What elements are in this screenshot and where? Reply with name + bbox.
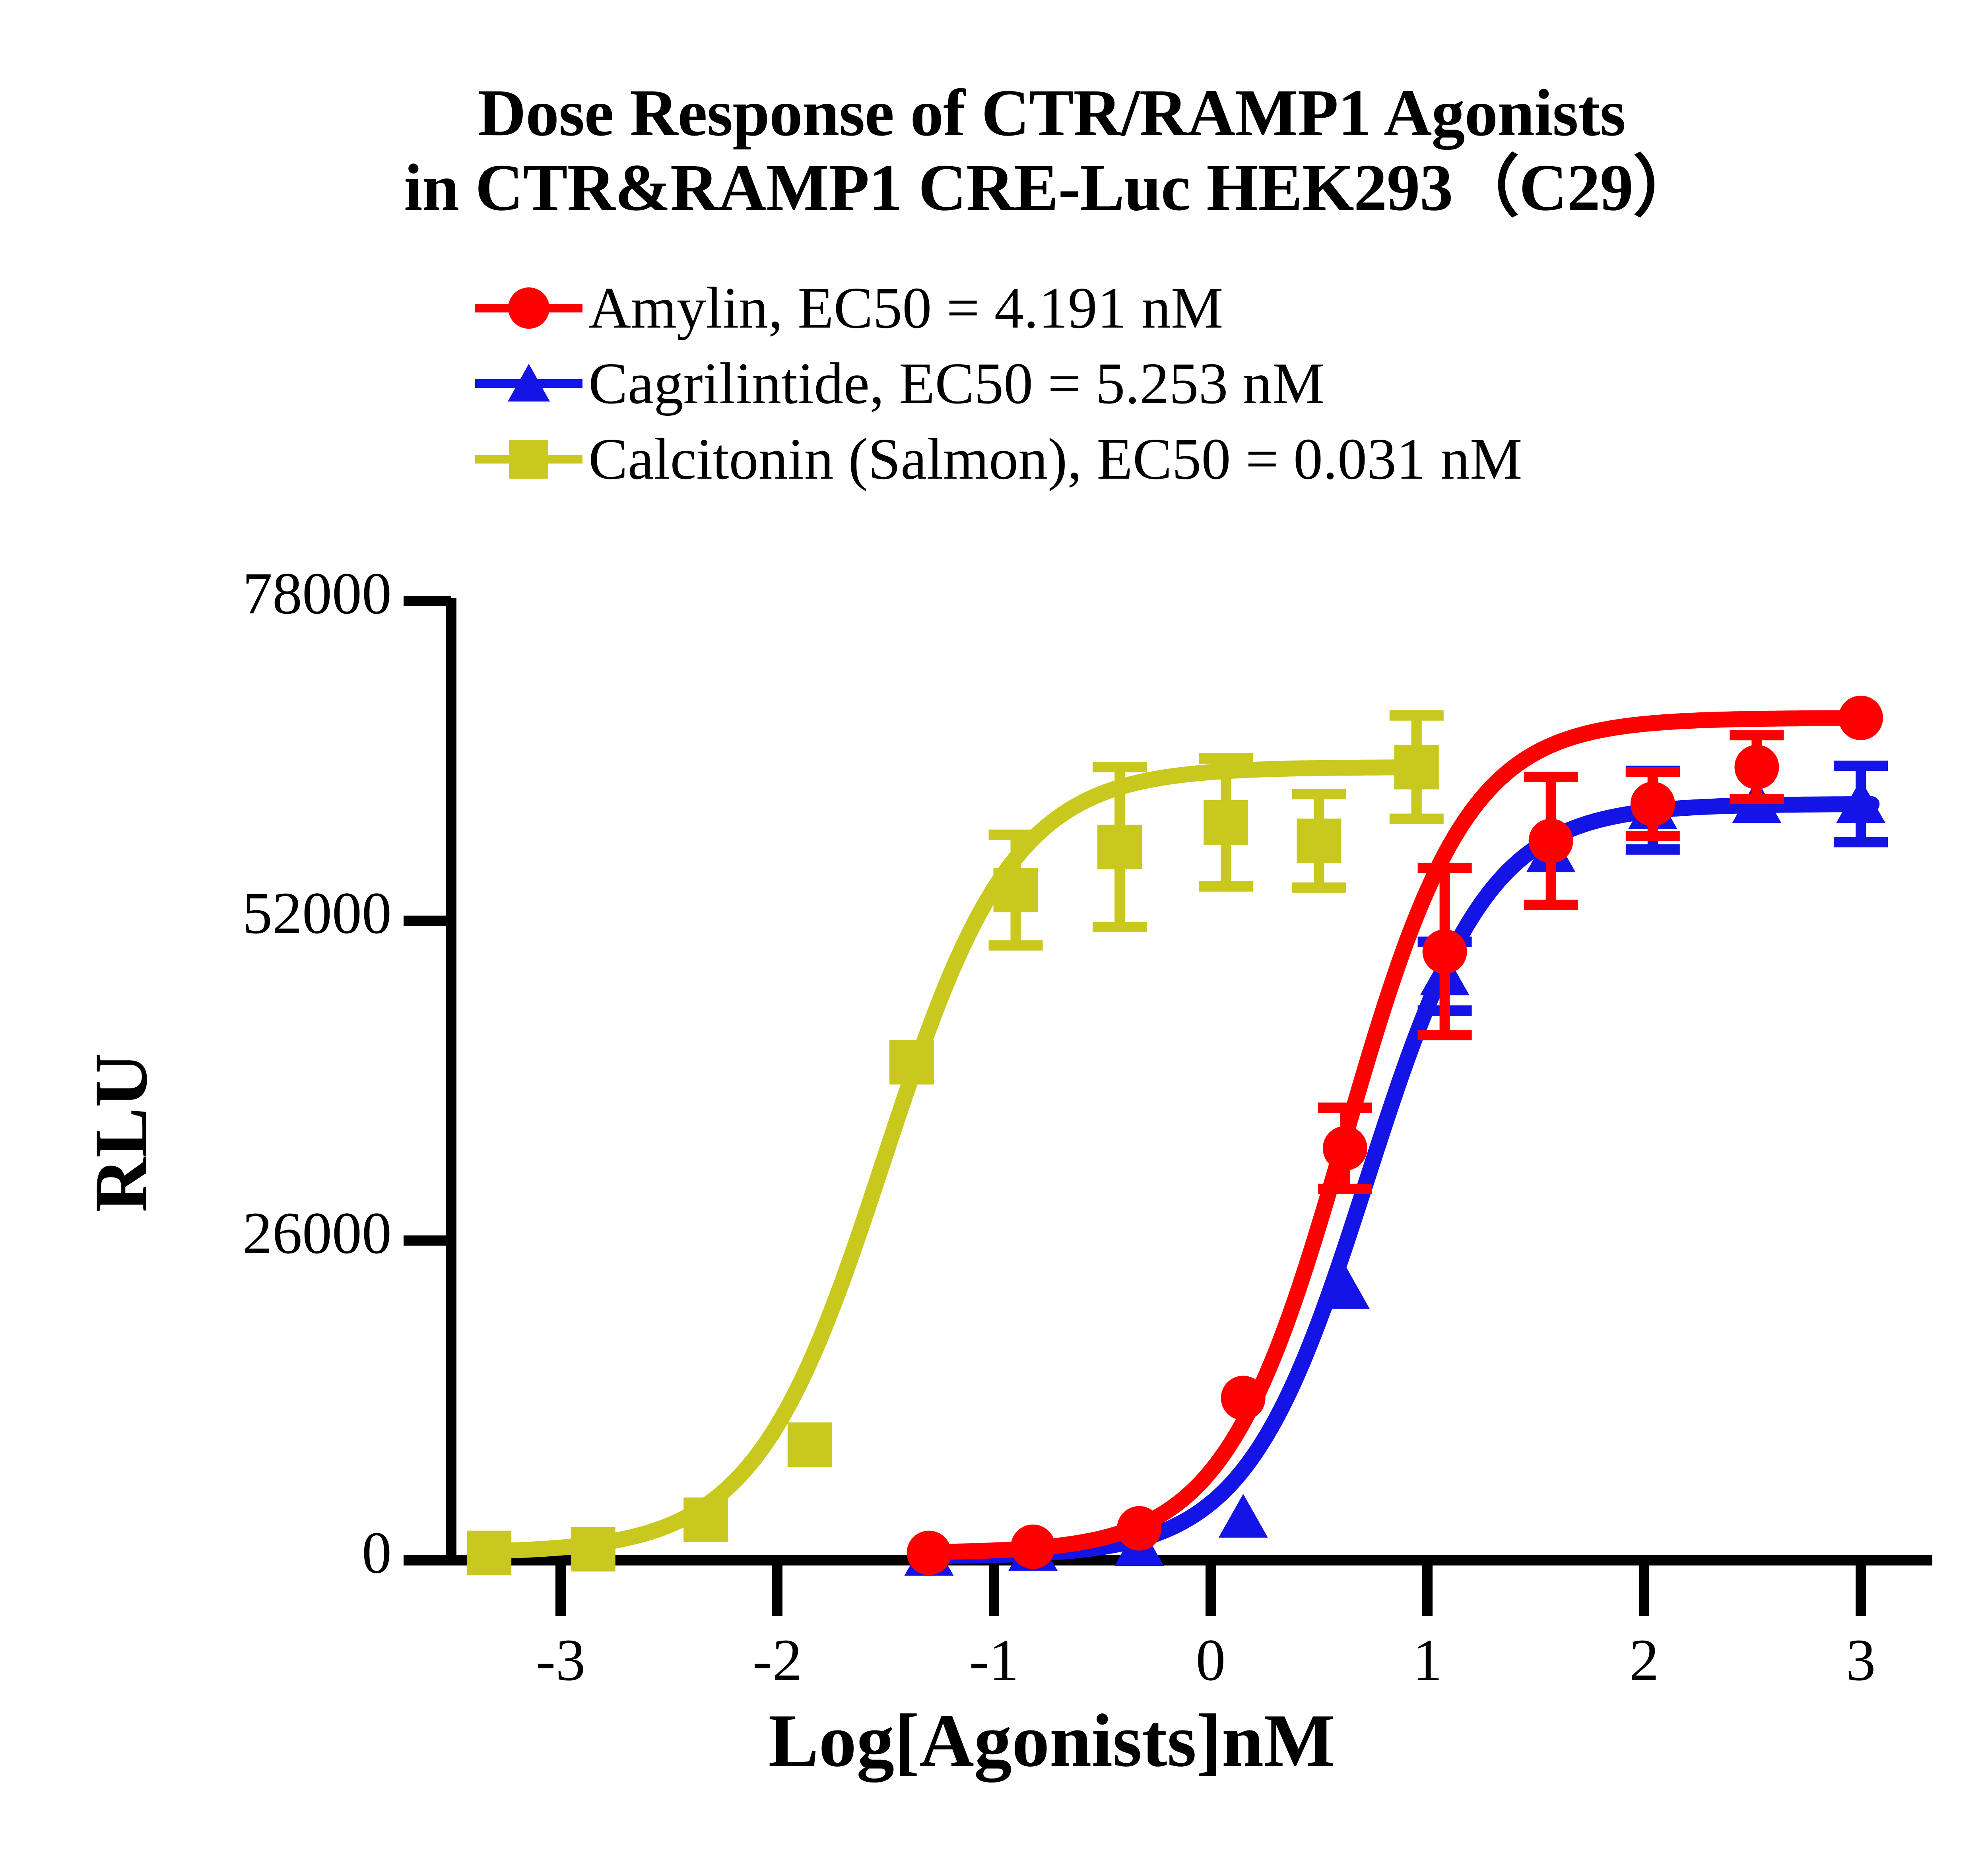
y-tick-label: 52000 — [243, 880, 392, 947]
title-line-1: Dose Response of CTR/RAMP1 Agonists — [478, 76, 1626, 150]
data-point — [787, 1422, 832, 1467]
x-tick-label: 0 — [1196, 1627, 1226, 1693]
x-tick-label: 3 — [1846, 1627, 1876, 1693]
data-point — [889, 1040, 934, 1085]
fit-curve — [470, 759, 1435, 1560]
x-tick-label: -2 — [752, 1627, 802, 1693]
x-tick-label: 1 — [1412, 1627, 1442, 1693]
data-point — [1218, 1494, 1268, 1538]
data-point — [1528, 819, 1573, 863]
series-amylin — [907, 695, 1883, 1575]
x-tick-label: -1 — [969, 1627, 1019, 1693]
data-point — [683, 1497, 728, 1542]
legend-marker-square-icon — [469, 437, 588, 481]
data-point — [467, 1531, 512, 1575]
data-point — [1117, 1506, 1162, 1551]
data-point — [1297, 819, 1342, 863]
y-tick-label: 26000 — [243, 1200, 392, 1266]
data-point — [1204, 800, 1248, 845]
series-calcitonin-salmon — [467, 710, 1444, 1575]
chart-legend: Amylin, EC50 = 4.191 nM Cagrilintide, EC… — [469, 270, 1988, 497]
data-point — [1630, 782, 1675, 826]
y-tick-label: 78000 — [243, 561, 392, 627]
title-line-2: in CTR&RAMP1 CRE-Luc HEK293（C29） — [404, 151, 1700, 225]
data-point — [1839, 695, 1883, 740]
data-point — [1097, 824, 1142, 869]
data-point — [1734, 745, 1779, 790]
legend-label-calcitonin: Calcitonin (Salmon), EC50 = 0.031 nM — [588, 427, 1522, 492]
x-tick-label: 2 — [1629, 1627, 1659, 1693]
data-point — [1221, 1375, 1266, 1420]
data-point — [1320, 1265, 1370, 1309]
legend-marker-triangle-icon — [469, 362, 588, 405]
x-axis-title: Log[Agonists]nM — [768, 1699, 1335, 1783]
data-point — [1322, 1126, 1367, 1171]
legend-label-amylin: Amylin, EC50 = 4.191 nM — [588, 275, 1223, 341]
legend-label-cagrilintide: Cagrilintide, EC50 = 5.253 nM — [588, 351, 1325, 416]
data-point — [1422, 929, 1467, 974]
data-point — [907, 1531, 951, 1575]
x-tick-label: -3 — [536, 1627, 586, 1693]
data-point — [1394, 745, 1439, 790]
fit-curve — [910, 796, 1880, 1564]
legend-marker-circle-icon — [469, 286, 588, 330]
y-tick-label: 0 — [362, 1520, 392, 1586]
data-point — [1011, 1524, 1056, 1569]
data-point — [1836, 779, 1885, 823]
fit-curve — [910, 710, 1880, 1560]
legend-item-amylin[interactable]: Amylin, EC50 = 4.191 nM — [469, 270, 1988, 346]
legend-item-calcitonin[interactable]: Calcitonin (Salmon), EC50 = 0.031 nM — [469, 421, 1988, 497]
data-point — [993, 867, 1038, 912]
data-point — [571, 1527, 615, 1572]
legend-item-cagrilintide[interactable]: Cagrilintide, EC50 = 5.253 nM — [469, 346, 1988, 421]
chart-title: Dose Response of CTR/RAMP1 Agonists in C… — [0, 76, 1988, 225]
series-cagrilintide — [904, 760, 1888, 1576]
